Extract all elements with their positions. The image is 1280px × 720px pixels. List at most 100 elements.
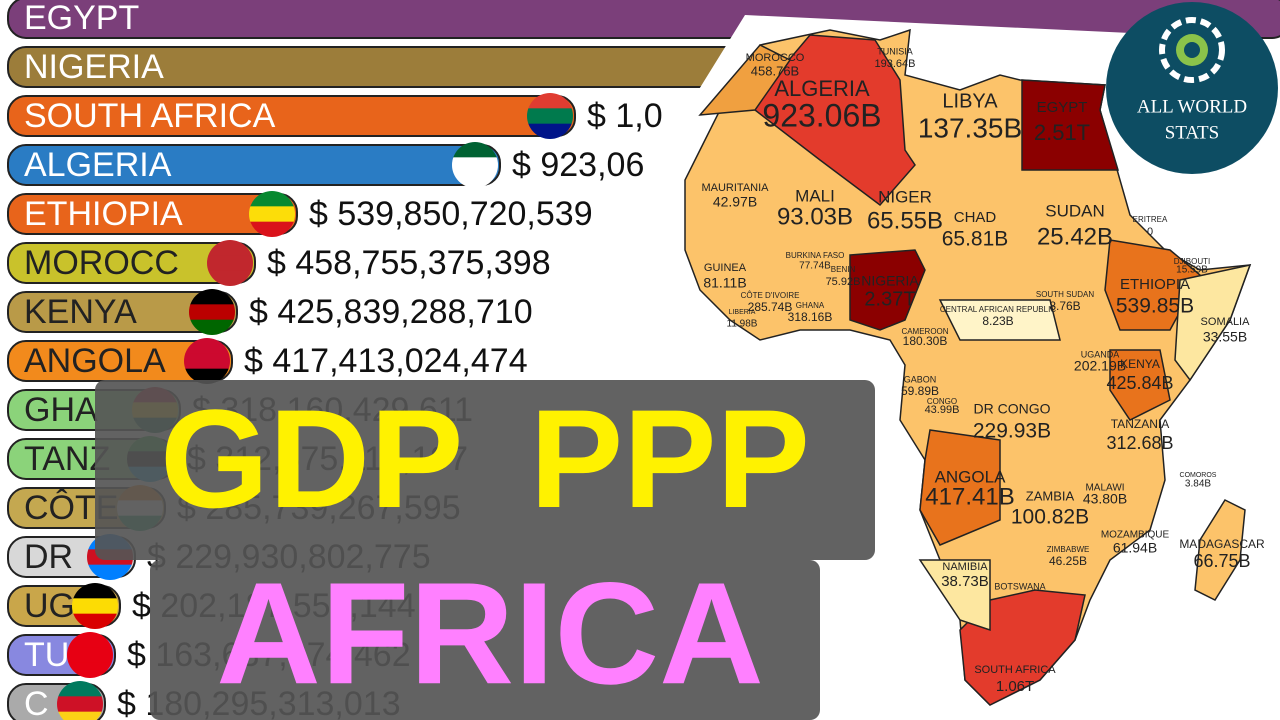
region-name: DJIBOUTI xyxy=(1174,257,1210,266)
region-value: 43.99B xyxy=(925,404,960,416)
south-africa-shape xyxy=(959,589,1086,706)
flag-stripe xyxy=(72,583,118,599)
flag-stripe xyxy=(189,289,235,305)
flag-stripe xyxy=(57,681,103,697)
bar xyxy=(7,95,576,137)
bar-label: ANGOLA xyxy=(24,342,166,380)
flag-stripe xyxy=(249,221,295,237)
region-name: ALGERIA xyxy=(774,76,870,101)
region-name: MADAGASCAR xyxy=(1179,537,1265,551)
region-name: CAMEROON xyxy=(901,327,948,336)
region-name: NAMIBIA xyxy=(942,561,988,573)
flag-stripe xyxy=(67,662,113,678)
kenya-shape xyxy=(1109,349,1171,421)
flag-stripe xyxy=(527,123,573,139)
region-name: ANGOLA xyxy=(935,467,1007,486)
region-value: 1.06T xyxy=(996,678,1034,695)
bar-value: $ 923,06 xyxy=(512,146,644,184)
africa-map xyxy=(684,28,1252,706)
region-value: 66.75B xyxy=(1193,551,1250,571)
bar-label: NIGERIA xyxy=(24,48,164,86)
flag-stripe xyxy=(184,338,230,354)
region-value: 59.89B xyxy=(901,384,939,398)
region-value: 202.19B xyxy=(1074,358,1126,374)
bar xyxy=(7,193,298,235)
overlay: GDP PPP AFRICA xyxy=(95,380,875,720)
region-value: 11.98B xyxy=(727,319,758,330)
flag-stripe xyxy=(72,613,118,629)
region-name: ZAMBIA xyxy=(1026,488,1075,503)
region-name: GUINEA xyxy=(704,262,747,274)
angola-shape xyxy=(919,429,1001,546)
bar-value: $ 458,755,375,398 xyxy=(267,244,551,282)
flag xyxy=(57,681,103,720)
region-name: NIGERIA xyxy=(861,273,919,289)
flag-stripe xyxy=(452,172,498,188)
region-name: EGYPT xyxy=(1037,99,1088,116)
region-value: 8.76B xyxy=(1049,299,1080,313)
overlay-subtitle: AFRICA xyxy=(216,552,764,714)
region-value: 425.84B xyxy=(1106,373,1173,393)
flag-stripe xyxy=(207,240,253,256)
region-name: SUDAN xyxy=(1045,201,1105,220)
region-name: LIBERIA xyxy=(729,309,756,316)
region-name: CENTRAL AFRICAN REPUBLIC xyxy=(940,305,1056,314)
bar-label: ETHIOPIA xyxy=(24,195,183,233)
flag xyxy=(527,93,573,139)
region-name: MOZAMBIQUE xyxy=(1101,530,1170,541)
region-value: 38.73B xyxy=(941,573,989,590)
region-value: 458.76B xyxy=(751,63,799,78)
region-value: 923.06B xyxy=(762,97,881,133)
region-name: COMOROS xyxy=(1180,472,1217,479)
region-name: ETHIOPIA xyxy=(1120,276,1190,293)
region-value: 8.23B xyxy=(982,314,1013,328)
region-value: 229.93B xyxy=(973,420,1051,443)
region-name: CONGO xyxy=(927,397,957,406)
bar-label: EGYPT xyxy=(24,0,139,37)
region-value: 2.51T xyxy=(1034,120,1090,145)
somalia-shape xyxy=(1174,263,1252,382)
flag xyxy=(189,289,235,335)
region-name: MAURITANIA xyxy=(701,182,769,194)
region-value: 81.11B xyxy=(703,275,746,291)
flag-stripe xyxy=(249,206,295,223)
region-name: MALI xyxy=(795,186,835,205)
region-name: CÔTE D'IVOIRE xyxy=(741,291,800,300)
madagascar xyxy=(1194,499,1246,601)
region-value: 0 xyxy=(1147,226,1153,238)
region-value: 61.94B xyxy=(1113,540,1157,556)
region-name: NIGER xyxy=(878,187,932,206)
region-name: BOTSWANA xyxy=(994,581,1045,591)
logo: ALL WORLD STATS xyxy=(1106,2,1278,174)
region-value: 318.16B xyxy=(788,310,833,324)
region-value: 65.55B xyxy=(867,207,943,234)
bar-label: MOROCC xyxy=(24,244,179,282)
flag xyxy=(249,191,295,237)
bar-label: C xyxy=(24,685,49,720)
flag-stripe xyxy=(87,564,133,580)
region-value: 100.82B xyxy=(1011,506,1089,529)
flag-stripe xyxy=(184,353,230,370)
bar-label: DR xyxy=(24,538,73,576)
flag-stripe xyxy=(57,711,103,720)
flag-stripe xyxy=(207,255,253,272)
namibia-shape xyxy=(918,559,991,632)
region-name: GHANA xyxy=(796,301,825,310)
bar xyxy=(7,291,238,333)
region-name: LIBYA xyxy=(942,90,998,112)
flag-stripe xyxy=(527,93,573,109)
overlay-box xyxy=(150,560,820,720)
region-name: SOUTH AFRICA xyxy=(974,664,1056,676)
region-name: DR CONGO xyxy=(974,401,1051,417)
continent xyxy=(684,28,1252,706)
bar-label: SOUTH AFRICA xyxy=(24,97,276,135)
region-name: GABON xyxy=(904,374,937,384)
region-name: ZIMBABWE xyxy=(1047,545,1090,554)
logo-text: STATS xyxy=(1165,122,1219,143)
region-name: KENYA xyxy=(1120,357,1160,371)
region-value: 180.30B xyxy=(903,334,948,348)
region-value: 46.25B xyxy=(1049,554,1087,568)
region-name: BURKINA FASO xyxy=(786,251,845,260)
flag-stripe xyxy=(72,598,118,615)
flag-stripe xyxy=(452,157,498,174)
